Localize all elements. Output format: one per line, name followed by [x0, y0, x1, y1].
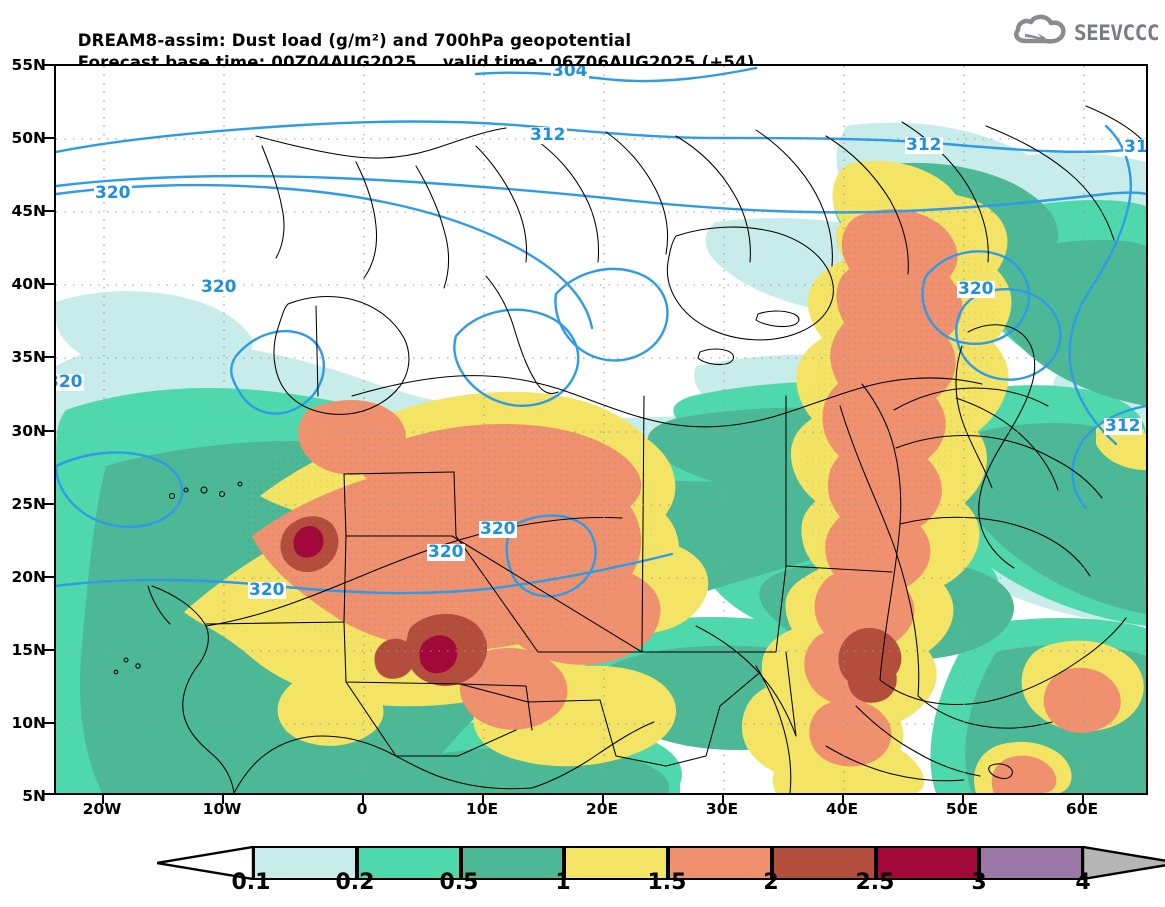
contour-value-label: 312: [905, 135, 943, 155]
colorbar-swatch[interactable]: [356, 846, 461, 880]
colorbar-tick-label: 1: [555, 870, 571, 895]
seevccc-logo: SEEVCCC: [1012, 14, 1160, 52]
ytick-mark: [44, 210, 54, 212]
xtick-label: 50E: [945, 800, 979, 818]
xtick-label: 40E: [825, 800, 859, 818]
colorbar-swatch[interactable]: [668, 846, 772, 880]
colorbar-swatch[interactable]: [979, 846, 1083, 880]
ytick-label: 10N: [11, 714, 46, 732]
coastlines-and-borders: [113, 105, 1146, 793]
contour-value-label: 320: [200, 277, 238, 297]
lat-lon-gridlines: [56, 66, 1146, 793]
xtick-label: 20W: [82, 800, 122, 818]
contour-value-label: 312: [1123, 139, 1146, 156]
ytick-mark: [44, 576, 54, 578]
contour-value-label: 312: [1104, 416, 1142, 436]
colorbar-tick-label: 2: [763, 870, 779, 895]
ytick-mark: [44, 722, 54, 724]
contour-value-label: 312: [529, 125, 567, 145]
ytick-label: 30N: [11, 422, 46, 440]
contour-value-label: 320: [248, 580, 286, 600]
colorbar-swatch[interactable]: [460, 846, 565, 880]
xtick-label: 10W: [202, 800, 242, 818]
ytick-mark: [44, 649, 54, 651]
xtick-label: 60E: [1065, 800, 1099, 818]
colorbar-tick-label: 0.5: [439, 870, 479, 895]
colorbar-tick-label: 0.2: [335, 870, 375, 895]
colorbar-over-arrow: [1081, 846, 1165, 880]
xtick-label: 30E: [705, 800, 739, 818]
xtick-mark: [102, 795, 104, 804]
colorbar-tick-label: 3: [971, 870, 987, 895]
contour-value-label: 320: [94, 183, 132, 203]
xtick-mark: [222, 795, 224, 804]
map-title-text: DREAM8-assim: Dust load (g/m²) and 700hP…: [77, 31, 632, 50]
xtick-mark: [482, 795, 484, 804]
contour-value-label: 320: [479, 519, 517, 539]
colorbar-swatch[interactable]: [253, 846, 357, 880]
ytick-label: 35N: [11, 348, 46, 366]
ytick-label: 5N: [22, 787, 46, 805]
colorbar-arrow-ends: [157, 846, 1165, 880]
logo-label: SEEVCCC: [1073, 21, 1160, 45]
colorbar-swatch[interactable]: [564, 846, 668, 880]
ytick-label: 50N: [11, 129, 46, 147]
dust-load-map[interactable]: 304 312 312 312 320 320 320 320 312 320 320 320: [54, 64, 1148, 795]
colorbar-tick-label: 2.5: [855, 870, 895, 895]
ytick-mark: [44, 137, 54, 139]
xtick-mark: [602, 795, 604, 804]
ytick-mark: [44, 283, 54, 285]
ytick-label: 45N: [11, 202, 46, 220]
dust-stipple-texture: [238, 202, 1000, 657]
xtick-label: 0: [356, 800, 368, 818]
colorbar-tick-label: 1.5: [647, 870, 687, 895]
contour-value-label: 320: [427, 542, 465, 562]
xtick-mark: [362, 795, 364, 804]
ytick-mark: [44, 64, 54, 66]
cloud-wind-icon: [1012, 14, 1068, 52]
ytick-label: 40N: [11, 275, 46, 293]
ytick-mark: [44, 503, 54, 505]
colorbar-tick-label: 0.1: [231, 870, 271, 895]
xtick-label: 10E: [465, 800, 499, 818]
xtick-mark: [1082, 795, 1084, 804]
contour-value-label: 320: [957, 279, 995, 299]
xtick-mark: [962, 795, 964, 804]
ytick-mark: [44, 430, 54, 432]
contour-value-label: 304: [551, 64, 589, 81]
dust-load-colorbar[interactable]: [157, 846, 1165, 880]
ytick-mark: [44, 356, 54, 358]
ytick-label: 55N: [11, 56, 46, 74]
ytick-label: 15N: [11, 641, 46, 659]
ytick-label: 25N: [11, 495, 46, 513]
ytick-mark: [44, 793, 54, 795]
ytick-label: 20N: [11, 568, 46, 586]
contour-value-label: 320: [56, 374, 84, 391]
colorbar-tick-label: 4: [1075, 870, 1091, 895]
xtick-mark: [842, 795, 844, 804]
colorbar-swatch[interactable]: [875, 846, 980, 880]
map-canvas: [56, 66, 1146, 793]
map-title-line1: DREAM8-assim: Dust load (g/m²) and 700hP…: [54, 8, 631, 74]
xtick-mark: [722, 795, 724, 804]
colorbar-swatch[interactable]: [771, 846, 876, 880]
xtick-label: 20E: [585, 800, 619, 818]
